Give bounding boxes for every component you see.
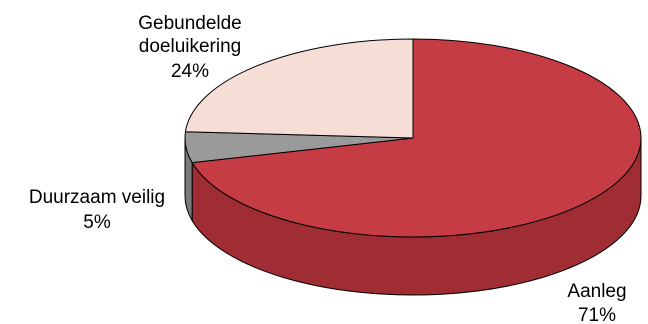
label-duurzaam-name: Duurzaam veilig xyxy=(29,187,165,208)
pie-slice-gebundelde xyxy=(184,38,414,139)
pie-top-faces xyxy=(184,38,642,238)
label-aanleg-name: Aanleg xyxy=(567,281,626,302)
pie-slice-aanleg xyxy=(191,38,642,238)
label-aanleg-value: 71% xyxy=(578,305,616,324)
label-duurzaam-value: 5% xyxy=(83,212,111,233)
label-gebundelde-name-1: Gebundelde xyxy=(138,13,242,34)
label-gebundelde-name-2: doeluikering xyxy=(139,36,241,57)
label-gebundelde-value: 24% xyxy=(171,61,209,82)
